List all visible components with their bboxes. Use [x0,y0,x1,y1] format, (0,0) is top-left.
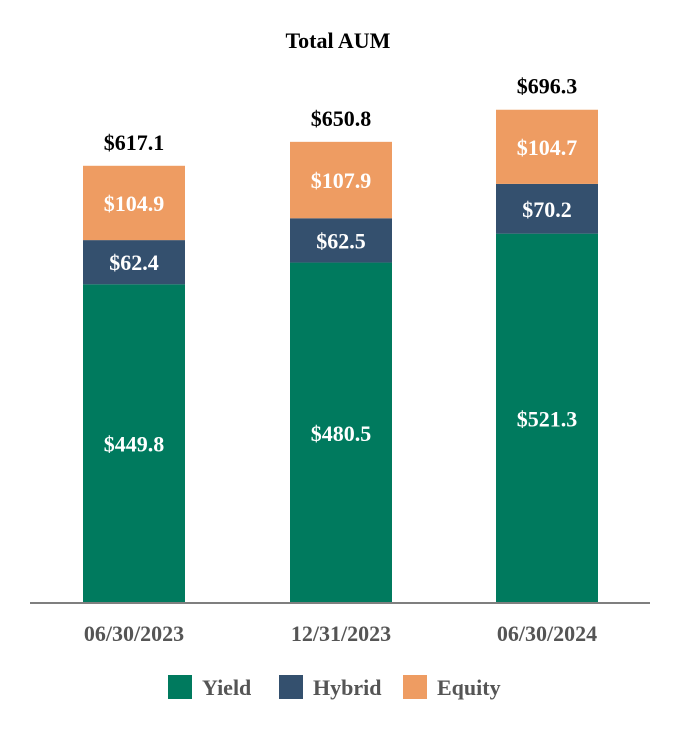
data-label-equity-2: $107.9 [311,168,372,193]
bar-equity-1 [83,165,185,241]
data-label-hybrid-3: $70.2 [522,197,572,222]
legend-label-yield: Yield [202,675,251,700]
bars-group: $449.8 $62.4 $104.9 $480.5 $62.5 $107.9 $521.3… [83,109,598,604]
data-label-equity-3: $104.7 [517,135,578,160]
bar-hybrid-1 [83,240,185,285]
x-tick-label-1: 06/30/2023 [84,621,184,646]
legend-swatch-equity [403,675,427,699]
bar-yield-2 [290,262,392,603]
x-axis-ticks: 06/30/2023 12/31/2023 06/30/2024 [84,621,597,646]
legend: Yield Hybrid Equity [168,675,501,700]
bar-yield-1 [83,284,185,603]
chart-title: Total AUM [286,28,391,53]
bar-hybrid-2 [290,218,392,263]
bar-equity-2 [290,141,392,219]
legend-label-equity: Equity [437,675,501,700]
legend-label-hybrid: Hybrid [313,675,381,700]
x-tick-label-2: 12/31/2023 [291,621,391,646]
legend-swatch-hybrid [279,675,303,699]
total-label-2: $650.8 [311,106,372,131]
data-label-yield-3: $521.3 [517,406,578,431]
x-tick-label-3: 06/30/2024 [497,621,597,646]
legend-swatch-yield [168,675,192,699]
total-label-3: $696.3 [517,74,578,99]
data-label-hybrid-1: $62.4 [109,250,159,275]
bar-hybrid-3 [496,183,598,234]
data-label-yield-1: $449.8 [104,432,165,457]
data-label-yield-2: $480.5 [311,421,372,446]
data-label-equity-1: $104.9 [104,191,165,216]
bar-yield-3 [496,233,598,604]
bar-equity-3 [496,109,598,184]
totals-group: $617.1 $650.8 $696.3 [104,74,578,155]
total-label-1: $617.1 [104,130,165,155]
data-label-hybrid-2: $62.5 [316,228,366,253]
